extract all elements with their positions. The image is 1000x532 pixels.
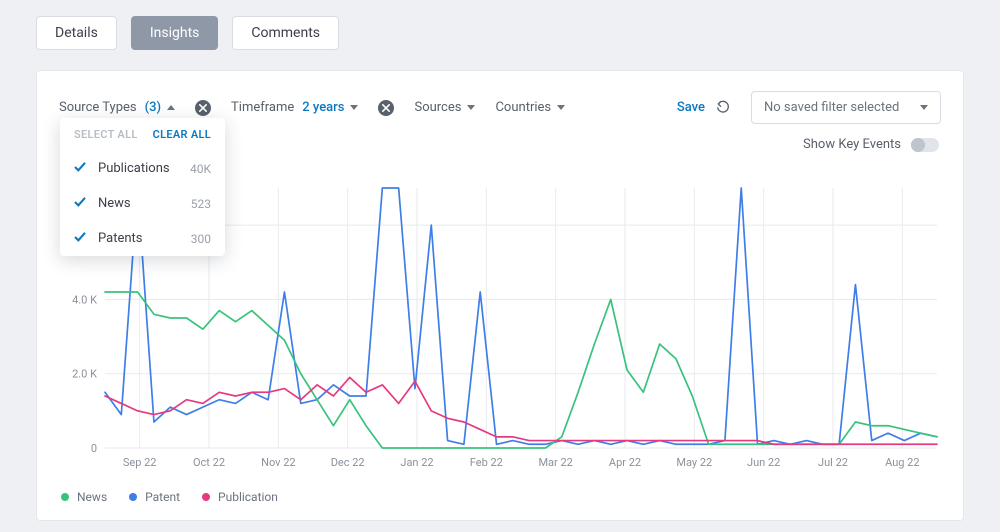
clear-source-types-button[interactable] <box>195 100 211 116</box>
undo-icon[interactable] <box>715 98 731 118</box>
svg-text:2.0 K: 2.0 K <box>72 368 97 381</box>
svg-text:4.0 K: 4.0 K <box>72 293 97 306</box>
filter-label: Sources <box>414 100 461 115</box>
filter-timeframe[interactable]: Timeframe 2 years <box>231 100 358 115</box>
option-count: 523 <box>191 197 211 211</box>
svg-text:Oct 22: Oct 22 <box>193 456 225 469</box>
tab-insights[interactable]: Insights <box>131 16 219 50</box>
clear-timeframe-button[interactable] <box>378 100 394 116</box>
legend-item: News <box>61 490 107 504</box>
option-label: Publications <box>98 161 170 176</box>
svg-text:Jun 22: Jun 22 <box>747 456 780 469</box>
tab-comments[interactable]: Comments <box>232 16 339 50</box>
check-icon <box>74 196 86 211</box>
legend-dot-icon <box>61 493 69 501</box>
svg-text:Mar 22: Mar 22 <box>538 456 572 469</box>
svg-text:Aug 22: Aug 22 <box>885 456 919 469</box>
filter-sources[interactable]: Sources <box>414 100 475 115</box>
svg-text:Dec 22: Dec 22 <box>331 456 365 469</box>
legend-item: Patent <box>129 490 180 504</box>
chevron-down-icon <box>350 105 358 110</box>
tabs-bar: Details Insights Comments <box>36 16 964 50</box>
svg-text:Jul 22: Jul 22 <box>818 456 848 469</box>
option-count: 300 <box>191 232 211 246</box>
check-icon <box>74 161 86 176</box>
chevron-down-icon <box>557 105 565 110</box>
legend-dot-icon <box>129 493 137 501</box>
option-count: 40K <box>190 162 211 176</box>
filter-value: (3) <box>145 100 161 115</box>
chevron-down-icon <box>920 105 928 110</box>
legend-dot-icon <box>202 493 210 501</box>
saved-filter-placeholder: No saved filter selected <box>764 100 899 115</box>
svg-text:Sep 22: Sep 22 <box>123 456 157 469</box>
legend-label: Patent <box>145 490 180 504</box>
chevron-up-icon <box>167 105 175 110</box>
svg-text:May 22: May 22 <box>676 456 712 469</box>
save-label: Save <box>677 100 705 115</box>
saved-filter-select[interactable]: No saved filter selected <box>751 91 941 124</box>
filter-source-types[interactable]: Source Types (3) <box>59 100 175 115</box>
legend-label: News <box>77 490 107 504</box>
tab-details[interactable]: Details <box>36 16 117 50</box>
source-type-option[interactable]: News 523 <box>60 186 225 221</box>
filter-label: Source Types <box>59 100 137 115</box>
select-all-button[interactable]: SELECT ALL <box>74 128 138 141</box>
option-label: Patents <box>98 231 143 246</box>
svg-text:0: 0 <box>91 442 97 455</box>
clear-all-button[interactable]: CLEAR ALL <box>153 128 211 141</box>
save-filter-button[interactable]: Save <box>677 98 731 118</box>
svg-text:Nov 22: Nov 22 <box>261 456 295 469</box>
source-type-option[interactable]: Patents 300 <box>60 221 225 256</box>
filter-label: Countries <box>495 100 551 115</box>
legend-label: Publication <box>218 490 278 504</box>
show-key-events-label: Show Key Events <box>803 137 901 152</box>
show-key-events-toggle[interactable] <box>911 138 939 152</box>
svg-text:Apr 22: Apr 22 <box>609 456 641 469</box>
source-types-dropdown: SELECT ALL CLEAR ALL Publications 40K Ne… <box>60 118 225 256</box>
legend-item: Publication <box>202 490 278 504</box>
svg-text:Feb 22: Feb 22 <box>470 456 503 469</box>
chevron-down-icon <box>467 105 475 110</box>
svg-text:Jan 22: Jan 22 <box>400 456 433 469</box>
filter-label: Timeframe <box>231 100 294 115</box>
chart-legend: News Patent Publication <box>61 490 941 504</box>
option-label: News <box>98 196 131 211</box>
source-type-option[interactable]: Publications 40K <box>60 151 225 186</box>
filter-value: 2 years <box>302 100 344 115</box>
check-icon <box>74 231 86 246</box>
filter-countries[interactable]: Countries <box>495 100 565 115</box>
